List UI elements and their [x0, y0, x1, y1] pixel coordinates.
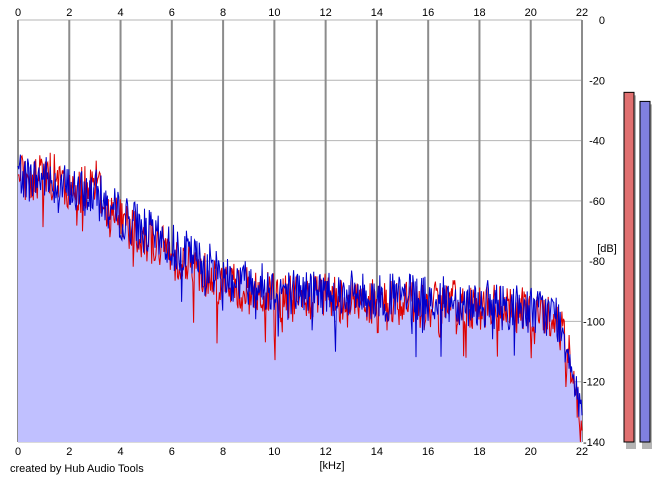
y-axis-label: [dB] — [597, 243, 617, 255]
x-tick-label-top: 20 — [525, 7, 537, 19]
level-meter-bar — [623, 91, 635, 443]
x-tick-label-top: 2 — [66, 7, 72, 19]
x-tick-label-top: 0 — [15, 7, 21, 19]
y-tick-label: -100 — [583, 316, 605, 328]
series-line-blue — [17, 154, 583, 417]
x-tick-label-bottom: 2 — [66, 446, 72, 458]
series-fill-area — [18, 154, 582, 442]
x-axis-label: [kHz] — [319, 460, 344, 472]
y-tick-label: -140 — [583, 437, 605, 449]
level-meter-bar — [639, 100, 651, 443]
x-tick-label-top: 16 — [422, 7, 434, 19]
x-tick-label-top: 6 — [169, 7, 175, 19]
x-tick-label-top: 18 — [473, 7, 485, 19]
x-tick-label-bottom: 22 — [576, 446, 588, 458]
y-tick-label: -40 — [589, 136, 605, 148]
x-tick-label-top: 8 — [220, 7, 226, 19]
x-tick-label-bottom: 4 — [117, 446, 123, 458]
x-tick-label-top: 10 — [268, 7, 280, 19]
level-meters — [623, 91, 652, 449]
x-tick-label-bottom: 8 — [220, 446, 226, 458]
x-tick-label-bottom: 14 — [371, 446, 383, 458]
x-tick-label-top: 22 — [576, 7, 588, 19]
y-tick-label: -20 — [589, 75, 605, 87]
tick-labels: 002244668810101212141416161818202022220-… — [15, 7, 605, 458]
y-tick-label: -60 — [589, 196, 605, 208]
x-tick-label-bottom: 18 — [473, 446, 485, 458]
x-tick-label-bottom: 12 — [320, 446, 332, 458]
y-tick-label: 0 — [599, 15, 605, 27]
x-tick-label-top: 14 — [371, 7, 383, 19]
x-tick-label-bottom: 16 — [422, 446, 434, 458]
x-tick-label-bottom: 20 — [525, 446, 537, 458]
x-tick-label-bottom: 6 — [169, 446, 175, 458]
x-tick-label-top: 4 — [117, 7, 123, 19]
x-tick-label-bottom: 10 — [268, 446, 280, 458]
series-layer — [17, 152, 583, 443]
credit-text: created by Hub Audio Tools — [10, 463, 144, 475]
x-tick-label-top: 12 — [320, 7, 332, 19]
y-tick-label: -80 — [589, 256, 605, 268]
x-tick-label-bottom: 0 — [15, 446, 21, 458]
y-tick-label: -120 — [583, 377, 605, 389]
